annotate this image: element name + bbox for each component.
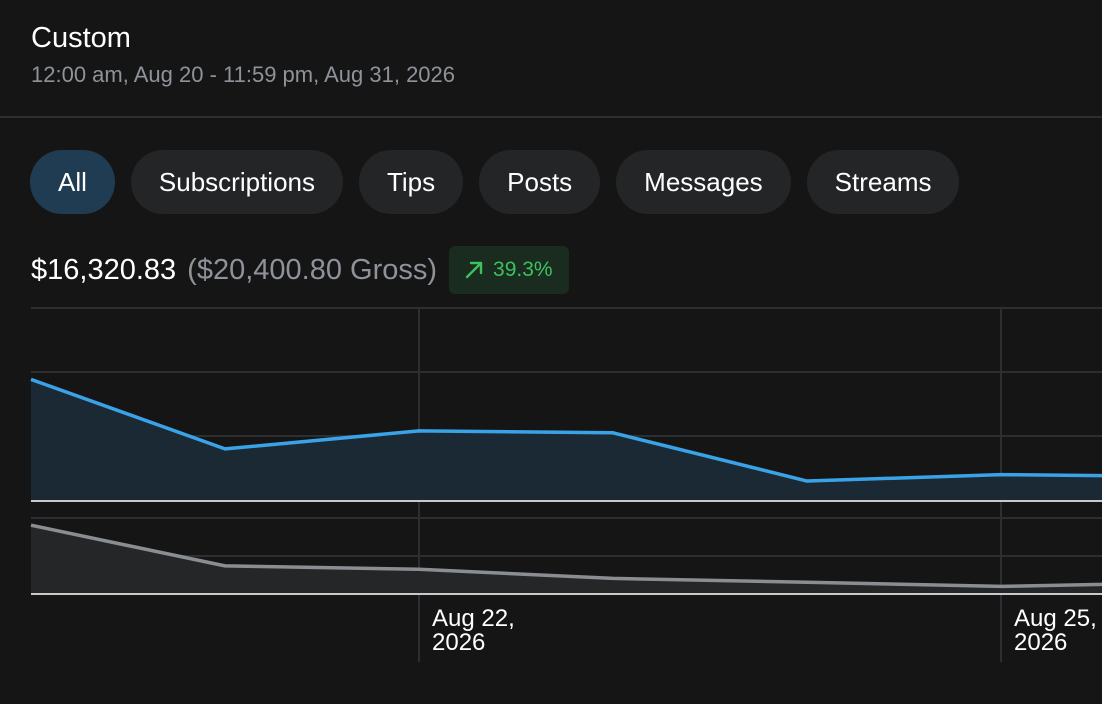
tab-posts[interactable]: Posts xyxy=(479,150,601,214)
gross-earnings: ($20,400.80 Gross) xyxy=(187,253,438,286)
x-tick-label: Aug 25, xyxy=(1014,605,1097,632)
tab-tips[interactable]: Tips xyxy=(358,150,464,214)
tab-streams[interactable]: Streams xyxy=(806,150,960,214)
series-area xyxy=(31,525,1102,594)
page-title: Custom xyxy=(31,22,131,54)
x-tick-label: 2026 xyxy=(1014,629,1067,656)
x-tick-label: Aug 22, xyxy=(432,605,515,632)
x-tick-label: 2026 xyxy=(432,629,485,656)
tab-messages[interactable]: Messages xyxy=(616,150,791,214)
earnings-summary: $16,320.83 ($20,400.80 Gross) 39.3% xyxy=(31,246,569,294)
change-badge: 39.3% xyxy=(449,246,569,294)
chart-lines xyxy=(30,377,1102,589)
arrow-up-right-icon xyxy=(465,261,483,279)
series-line xyxy=(30,523,1102,589)
tab-all[interactable]: All xyxy=(30,150,115,214)
divider xyxy=(0,116,1102,118)
series-line xyxy=(30,377,1102,483)
category-tabs: All Subscriptions Tips Posts Messages St… xyxy=(30,150,960,214)
change-percent: 39.3% xyxy=(493,258,553,281)
date-range[interactable]: 12:00 am, Aug 20 - 11:59 pm, Aug 31, 202… xyxy=(31,62,456,87)
header: Custom 12:00 am, Aug 20 - 11:59 pm, Aug … xyxy=(31,20,455,89)
tab-subscriptions[interactable]: Subscriptions xyxy=(130,150,343,214)
chart-areas xyxy=(31,379,1102,595)
series-area xyxy=(31,379,1102,501)
net-earnings: $16,320.83 xyxy=(31,253,177,286)
